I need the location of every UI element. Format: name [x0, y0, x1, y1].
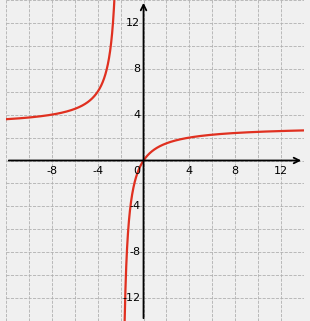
Text: -4: -4 [129, 201, 140, 211]
Text: -4: -4 [92, 166, 103, 176]
Text: 0: 0 [133, 166, 140, 176]
Text: -12: -12 [122, 293, 140, 303]
Text: 12: 12 [274, 166, 288, 176]
Text: 12: 12 [126, 18, 140, 28]
Text: 8: 8 [133, 64, 140, 74]
Text: 4: 4 [186, 166, 193, 176]
Text: 8: 8 [232, 166, 239, 176]
Text: -8: -8 [129, 247, 140, 257]
Text: -8: -8 [46, 166, 57, 176]
Text: 4: 4 [133, 110, 140, 120]
